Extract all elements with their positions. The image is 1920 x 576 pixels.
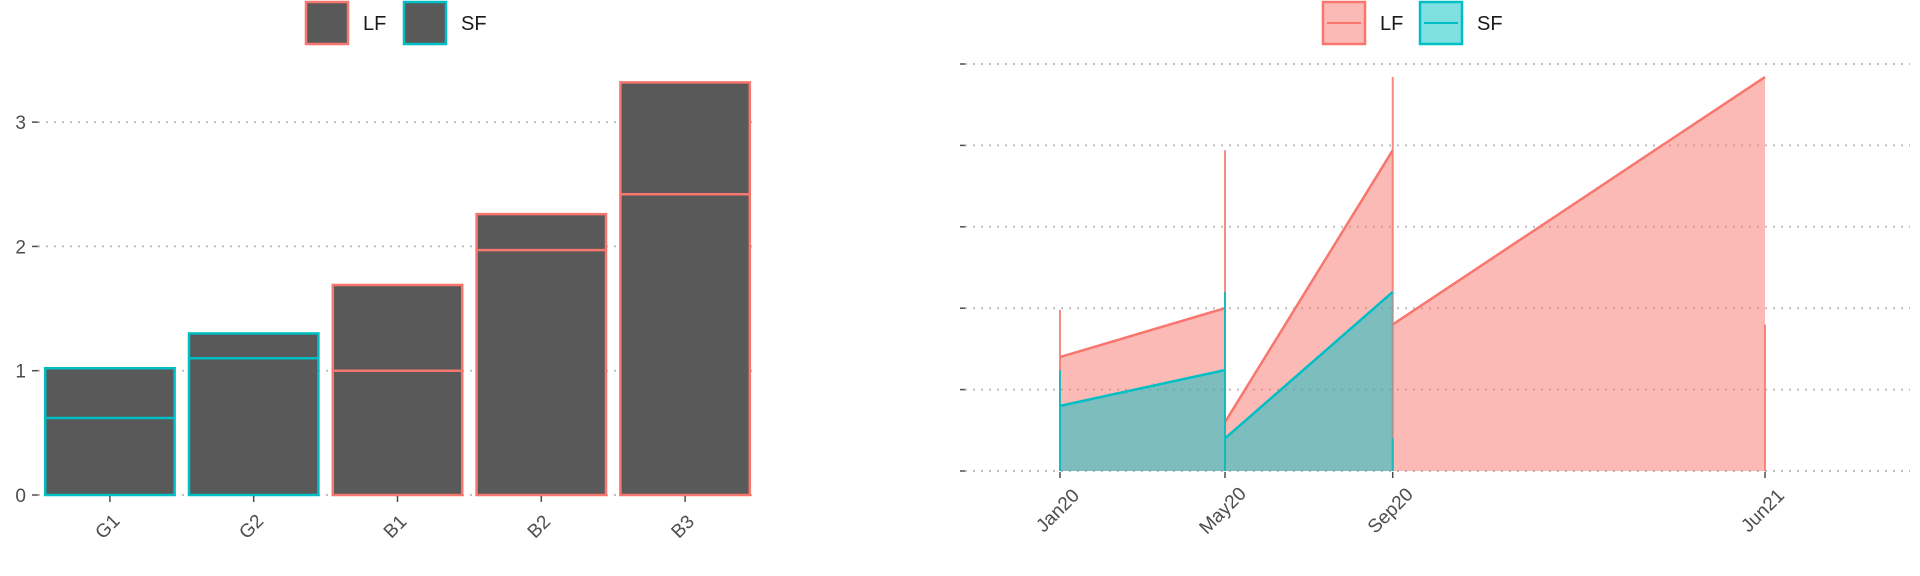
- bar: [619, 81, 752, 497]
- area-fill: [1060, 370, 1225, 471]
- legend-label: SF: [461, 13, 487, 35]
- bar: [187, 332, 320, 497]
- bar-chart: 0 1 2 3 G1 G2 B1 B2 B3 LF SF: [15, 0, 757, 544]
- legend-label: SF: [1477, 13, 1503, 35]
- series-line: [1059, 368, 1226, 408]
- x-tick-label: May20: [1196, 484, 1251, 539]
- x-tick-label: B1: [380, 511, 411, 542]
- x-tick-label: B3: [668, 511, 699, 542]
- area-fill: [1392, 77, 1765, 472]
- y-tick-label: 2: [15, 237, 26, 258]
- area-fill: [1225, 291, 1393, 471]
- y-tick-label: 1: [15, 362, 26, 383]
- series-line: [1223, 149, 1394, 423]
- bar: [43, 366, 176, 497]
- y-tick-label: 3: [15, 113, 26, 134]
- x-tick-label: Jun21: [1737, 485, 1788, 536]
- series-line: [1392, 75, 1766, 326]
- series-line: [1059, 307, 1226, 359]
- series-line: [1224, 290, 1394, 440]
- x-tick-label: Jan20: [1032, 485, 1083, 536]
- x-tick-label: G2: [235, 511, 268, 544]
- x-tick-label: G1: [92, 511, 125, 544]
- legend-key: [402, 0, 448, 46]
- x-tick-label: Sep20: [1364, 484, 1418, 538]
- bar: [331, 283, 464, 497]
- area-chart: 0.00.51.01.52.02.5Jan20May20Sep20Jun21LF…: [960, 0, 1910, 539]
- legend-label: LF: [1380, 13, 1403, 35]
- y-tick-label: 0: [15, 486, 26, 507]
- bar: [475, 212, 608, 497]
- legend-label: LF: [363, 13, 386, 35]
- legend-key: [304, 0, 350, 46]
- x-tick-label: B2: [524, 511, 555, 542]
